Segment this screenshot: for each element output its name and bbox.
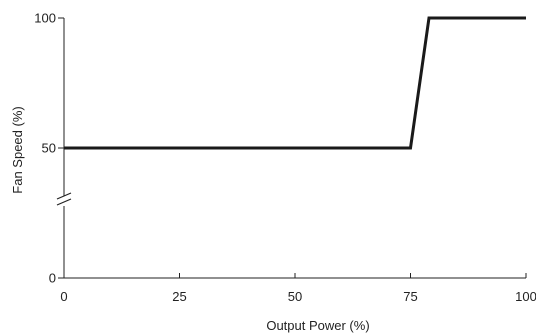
- y-tick-label: 0: [49, 271, 56, 286]
- y-tick-label: 50: [42, 141, 56, 156]
- x-tick-label: 25: [172, 289, 186, 304]
- y-tick-label: 100: [34, 11, 56, 26]
- x-tick-label: 0: [60, 289, 67, 304]
- x-tick-label: 50: [288, 289, 302, 304]
- series-group: [64, 16, 526, 150]
- x-tick-label: 75: [403, 289, 417, 304]
- fan-speed-series-line: [64, 16, 526, 150]
- y-axis-title: Fan Speed (%): [10, 106, 25, 193]
- x-tick-label: 100: [515, 289, 536, 304]
- x-axis-title: Output Power (%): [266, 318, 369, 333]
- x-ticks: 0 25 50 75 100: [60, 273, 536, 304]
- y-axis-break-marker: [56, 192, 72, 206]
- y-ticks: 0 50 100: [34, 11, 64, 286]
